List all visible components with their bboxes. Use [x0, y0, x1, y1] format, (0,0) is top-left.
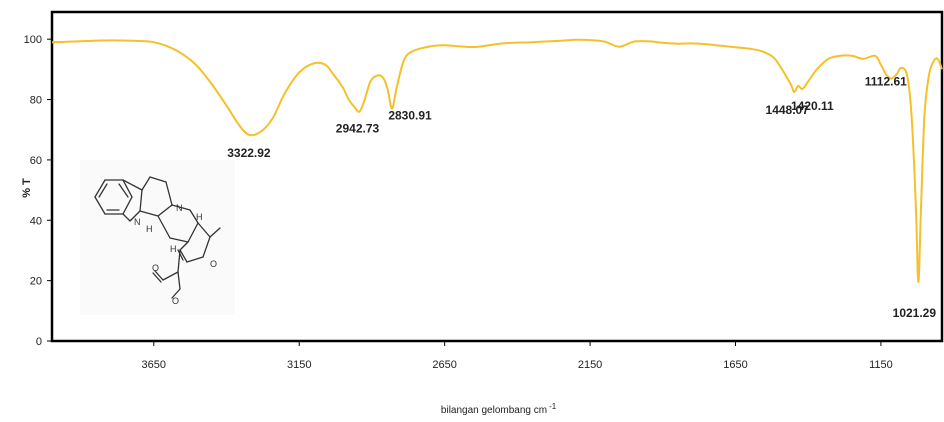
y-tick-label: 40 [30, 215, 42, 227]
x-tick-label: 1650 [723, 359, 747, 371]
svg-text:H: H [170, 244, 177, 254]
y-tick-label: 60 [30, 155, 42, 167]
y-axis-title: % T [21, 178, 33, 198]
svg-text:H: H [196, 212, 203, 222]
peak-label: 1420.11 [791, 99, 834, 113]
svg-text:N: N [134, 217, 141, 227]
x-tick-label: 3650 [142, 359, 166, 371]
x-tick-label: 3150 [287, 359, 311, 371]
plot-frame [50, 10, 944, 343]
svg-text:H: H [146, 224, 153, 234]
y-tick-label: 80 [30, 95, 42, 107]
peak-label: 3322.92 [227, 146, 271, 160]
peak-label: 1112.61 [865, 74, 907, 88]
spectrum-line [51, 38, 943, 284]
svg-text:O: O [172, 296, 179, 306]
x-axis-title-superscript: -1 [549, 402, 557, 411]
x-tick-label: 2150 [578, 359, 602, 371]
svg-text:N: N [176, 203, 183, 213]
y-tick-label: 0 [36, 336, 42, 348]
chart-ticks: 3650 3150 2650 2150 1650 1150 0 20 40 60 80 100 [24, 34, 893, 371]
y-tick-label: 20 [30, 276, 42, 288]
x-axis-title: bilangan gelombang cm [441, 405, 547, 416]
peak-label: 2830.91 [388, 109, 432, 123]
chart-axes [50, 10, 944, 343]
svg-text:O: O [210, 259, 217, 269]
x-tick-label: 1150 [869, 359, 893, 371]
peak-label: 1021.29 [893, 306, 937, 320]
x-tick-label: 2650 [432, 359, 456, 371]
svg-text:O: O [152, 263, 159, 273]
peak-label: 2942.73 [336, 122, 380, 136]
y-tick-label: 100 [24, 34, 42, 46]
peak-label: 1448.07 [766, 103, 810, 117]
